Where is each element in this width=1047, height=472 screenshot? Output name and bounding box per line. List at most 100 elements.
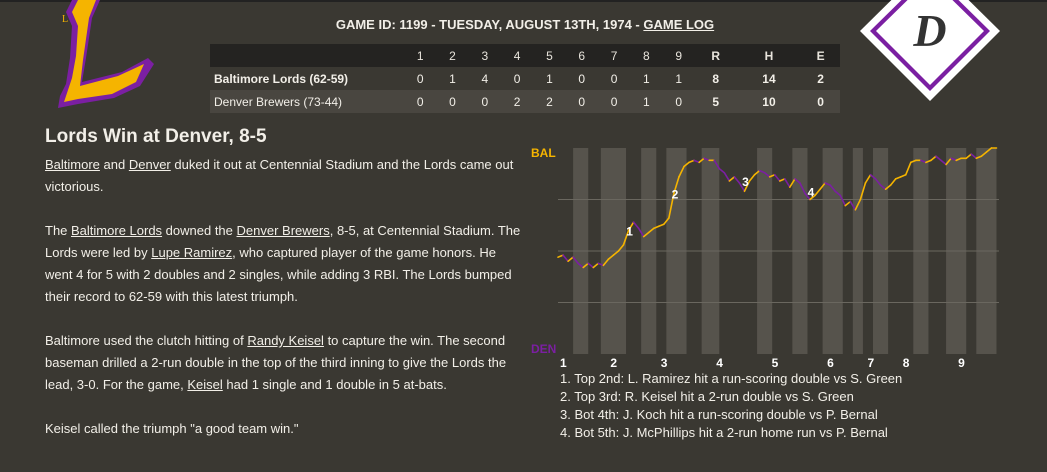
denver-brewers-logo[interactable]: D bbox=[853, 0, 1008, 106]
article-headline: Lords Win at Denver, 8-5 bbox=[45, 126, 267, 147]
win-probability-segment bbox=[789, 178, 796, 188]
team-name: Denver Brewers (73-44) bbox=[214, 94, 343, 109]
inning-score: 0 bbox=[416, 71, 424, 86]
win-probability-segment bbox=[572, 256, 579, 265]
win-probability-segment bbox=[713, 159, 721, 170]
win-probability-segment bbox=[753, 169, 761, 176]
article-paragraph: The Baltimore Lords downed the Denver Br… bbox=[45, 220, 525, 308]
inning-score: 0 bbox=[610, 94, 618, 109]
win-probability-segment bbox=[622, 229, 630, 246]
list-item: 2. Top 3rd: R. Keisel hit a 2-run double… bbox=[560, 389, 854, 404]
inning-score: 0 bbox=[449, 94, 456, 109]
win-probability-segment bbox=[778, 178, 786, 182]
win-probability-segment bbox=[920, 159, 927, 164]
article-paragraph: Baltimore used the clutch hitting of Ran… bbox=[45, 330, 525, 396]
win-probability-segment bbox=[592, 262, 600, 269]
article-text: , 8-5, at Centennial Stadium. The Lords … bbox=[45, 223, 521, 260]
inning-tick-label: 1 bbox=[560, 356, 567, 370]
player-link-keisel[interactable]: Keisel bbox=[187, 377, 223, 392]
win-probability-segment bbox=[859, 182, 867, 201]
win-probability-segment bbox=[950, 157, 957, 162]
inning-tick-label: 5 bbox=[772, 356, 779, 370]
win-probability-segment bbox=[819, 182, 826, 191]
win-probability-segment bbox=[925, 159, 932, 164]
inning-tick-label: 6 bbox=[827, 356, 834, 370]
baltimore-lords-logo[interactable]: L bbox=[52, 0, 172, 112]
logo-letter: L bbox=[62, 14, 68, 25]
win-probability-segment bbox=[738, 182, 746, 193]
win-probability-segment bbox=[652, 225, 660, 230]
inning-header: 5 bbox=[546, 48, 553, 63]
win-probability-segment bbox=[612, 250, 620, 256]
inning-tick-label: 9 bbox=[958, 356, 965, 370]
inning-score: 1 bbox=[449, 71, 456, 86]
win-probability-segment bbox=[829, 184, 837, 193]
inning-score: 1 bbox=[643, 71, 650, 86]
team-column-header bbox=[210, 44, 404, 67]
win-probability-chart: BAL DEN 1 2 3 4 1 2 3 4 5 6 7 8 9 bbox=[531, 146, 999, 370]
key-play-marker: 2 bbox=[672, 187, 679, 201]
list-item: 1. Top 2nd: L. Ramirez hit a run-scoring… bbox=[560, 371, 903, 386]
win-probability-segment bbox=[647, 227, 655, 234]
axis-label-bottom: DEN bbox=[531, 342, 556, 356]
win-probability-segment bbox=[854, 198, 862, 211]
inning-score: 1 bbox=[675, 71, 682, 86]
player-link-lupe-ramirez[interactable]: Lupe Ramirez bbox=[151, 245, 233, 260]
article-text: The bbox=[45, 223, 72, 238]
win-probability-segment bbox=[763, 171, 771, 178]
win-probability-segment bbox=[718, 167, 726, 174]
team-link-baltimore-lords[interactable]: Baltimore Lords bbox=[71, 223, 163, 238]
game-log-link[interactable]: GAME LOG bbox=[643, 17, 715, 32]
win-probability-segment bbox=[909, 159, 917, 164]
win-probability-segment bbox=[970, 153, 978, 160]
win-probability-segment bbox=[637, 227, 645, 238]
win-probability-segment bbox=[773, 173, 781, 182]
inning-tick-label: 3 bbox=[661, 356, 668, 370]
win-probability-segment bbox=[698, 157, 705, 164]
win-probability-segment bbox=[758, 169, 766, 174]
win-probability-segment bbox=[673, 176, 680, 195]
win-probability-segment bbox=[874, 178, 882, 186]
inning-score: 0 bbox=[513, 71, 521, 86]
win-probability-segment bbox=[849, 200, 857, 211]
axis-label-top: BAL bbox=[531, 146, 556, 160]
win-probability-segment bbox=[602, 258, 610, 267]
inning-score: 1 bbox=[546, 71, 553, 86]
team-link-denver[interactable]: Denver bbox=[128, 157, 171, 172]
win-probability-segment bbox=[814, 188, 821, 197]
win-probability-segment bbox=[748, 173, 756, 182]
inning-score: 4 bbox=[481, 71, 489, 86]
errors-total: 0 bbox=[817, 94, 824, 109]
win-probability-segment bbox=[723, 171, 731, 182]
top-border bbox=[0, 0, 1047, 2]
hits-total: 10 bbox=[762, 94, 776, 109]
team-link-baltimore[interactable]: Baltimore bbox=[45, 157, 100, 172]
win-probability-segment bbox=[955, 157, 963, 162]
article-text: and bbox=[99, 157, 129, 172]
win-probability-segment bbox=[768, 173, 776, 178]
inning-score: 2 bbox=[546, 94, 553, 109]
win-probability-segment bbox=[945, 157, 952, 166]
errors-total: 2 bbox=[817, 71, 824, 86]
win-probability-segment bbox=[733, 176, 741, 184]
player-link-randy-keisel[interactable]: Randy Keisel bbox=[247, 333, 324, 348]
win-probability-segment bbox=[617, 244, 625, 252]
win-probability-segment bbox=[597, 262, 605, 267]
win-probability-segment bbox=[582, 262, 590, 269]
win-probability-segment bbox=[884, 184, 892, 191]
win-probability-segment bbox=[668, 192, 675, 219]
article-paragraph: Baltimore and Denver duked it out at Cen… bbox=[45, 154, 525, 198]
inning-header: 6 bbox=[578, 48, 586, 63]
key-play-marker: 3 bbox=[742, 175, 749, 189]
win-probability-segment bbox=[794, 178, 801, 184]
inning-header: 1 bbox=[416, 48, 424, 63]
runs-header: R bbox=[711, 48, 721, 63]
key-play-marker: 1 bbox=[626, 224, 633, 238]
win-probability-segment bbox=[930, 155, 937, 162]
team-link-denver-brewers[interactable]: Denver Brewers bbox=[236, 223, 330, 238]
win-probability-segment bbox=[839, 194, 847, 207]
table-row: Baltimore Lords (62-59) 0 1 4 0 1 0 0 1 … bbox=[210, 67, 840, 90]
win-probability-segment bbox=[904, 161, 912, 176]
win-probability-segment bbox=[799, 182, 806, 195]
key-plays-list: 1. Top 2nd: L. Ramirez hit a run-scoring… bbox=[560, 370, 1030, 442]
